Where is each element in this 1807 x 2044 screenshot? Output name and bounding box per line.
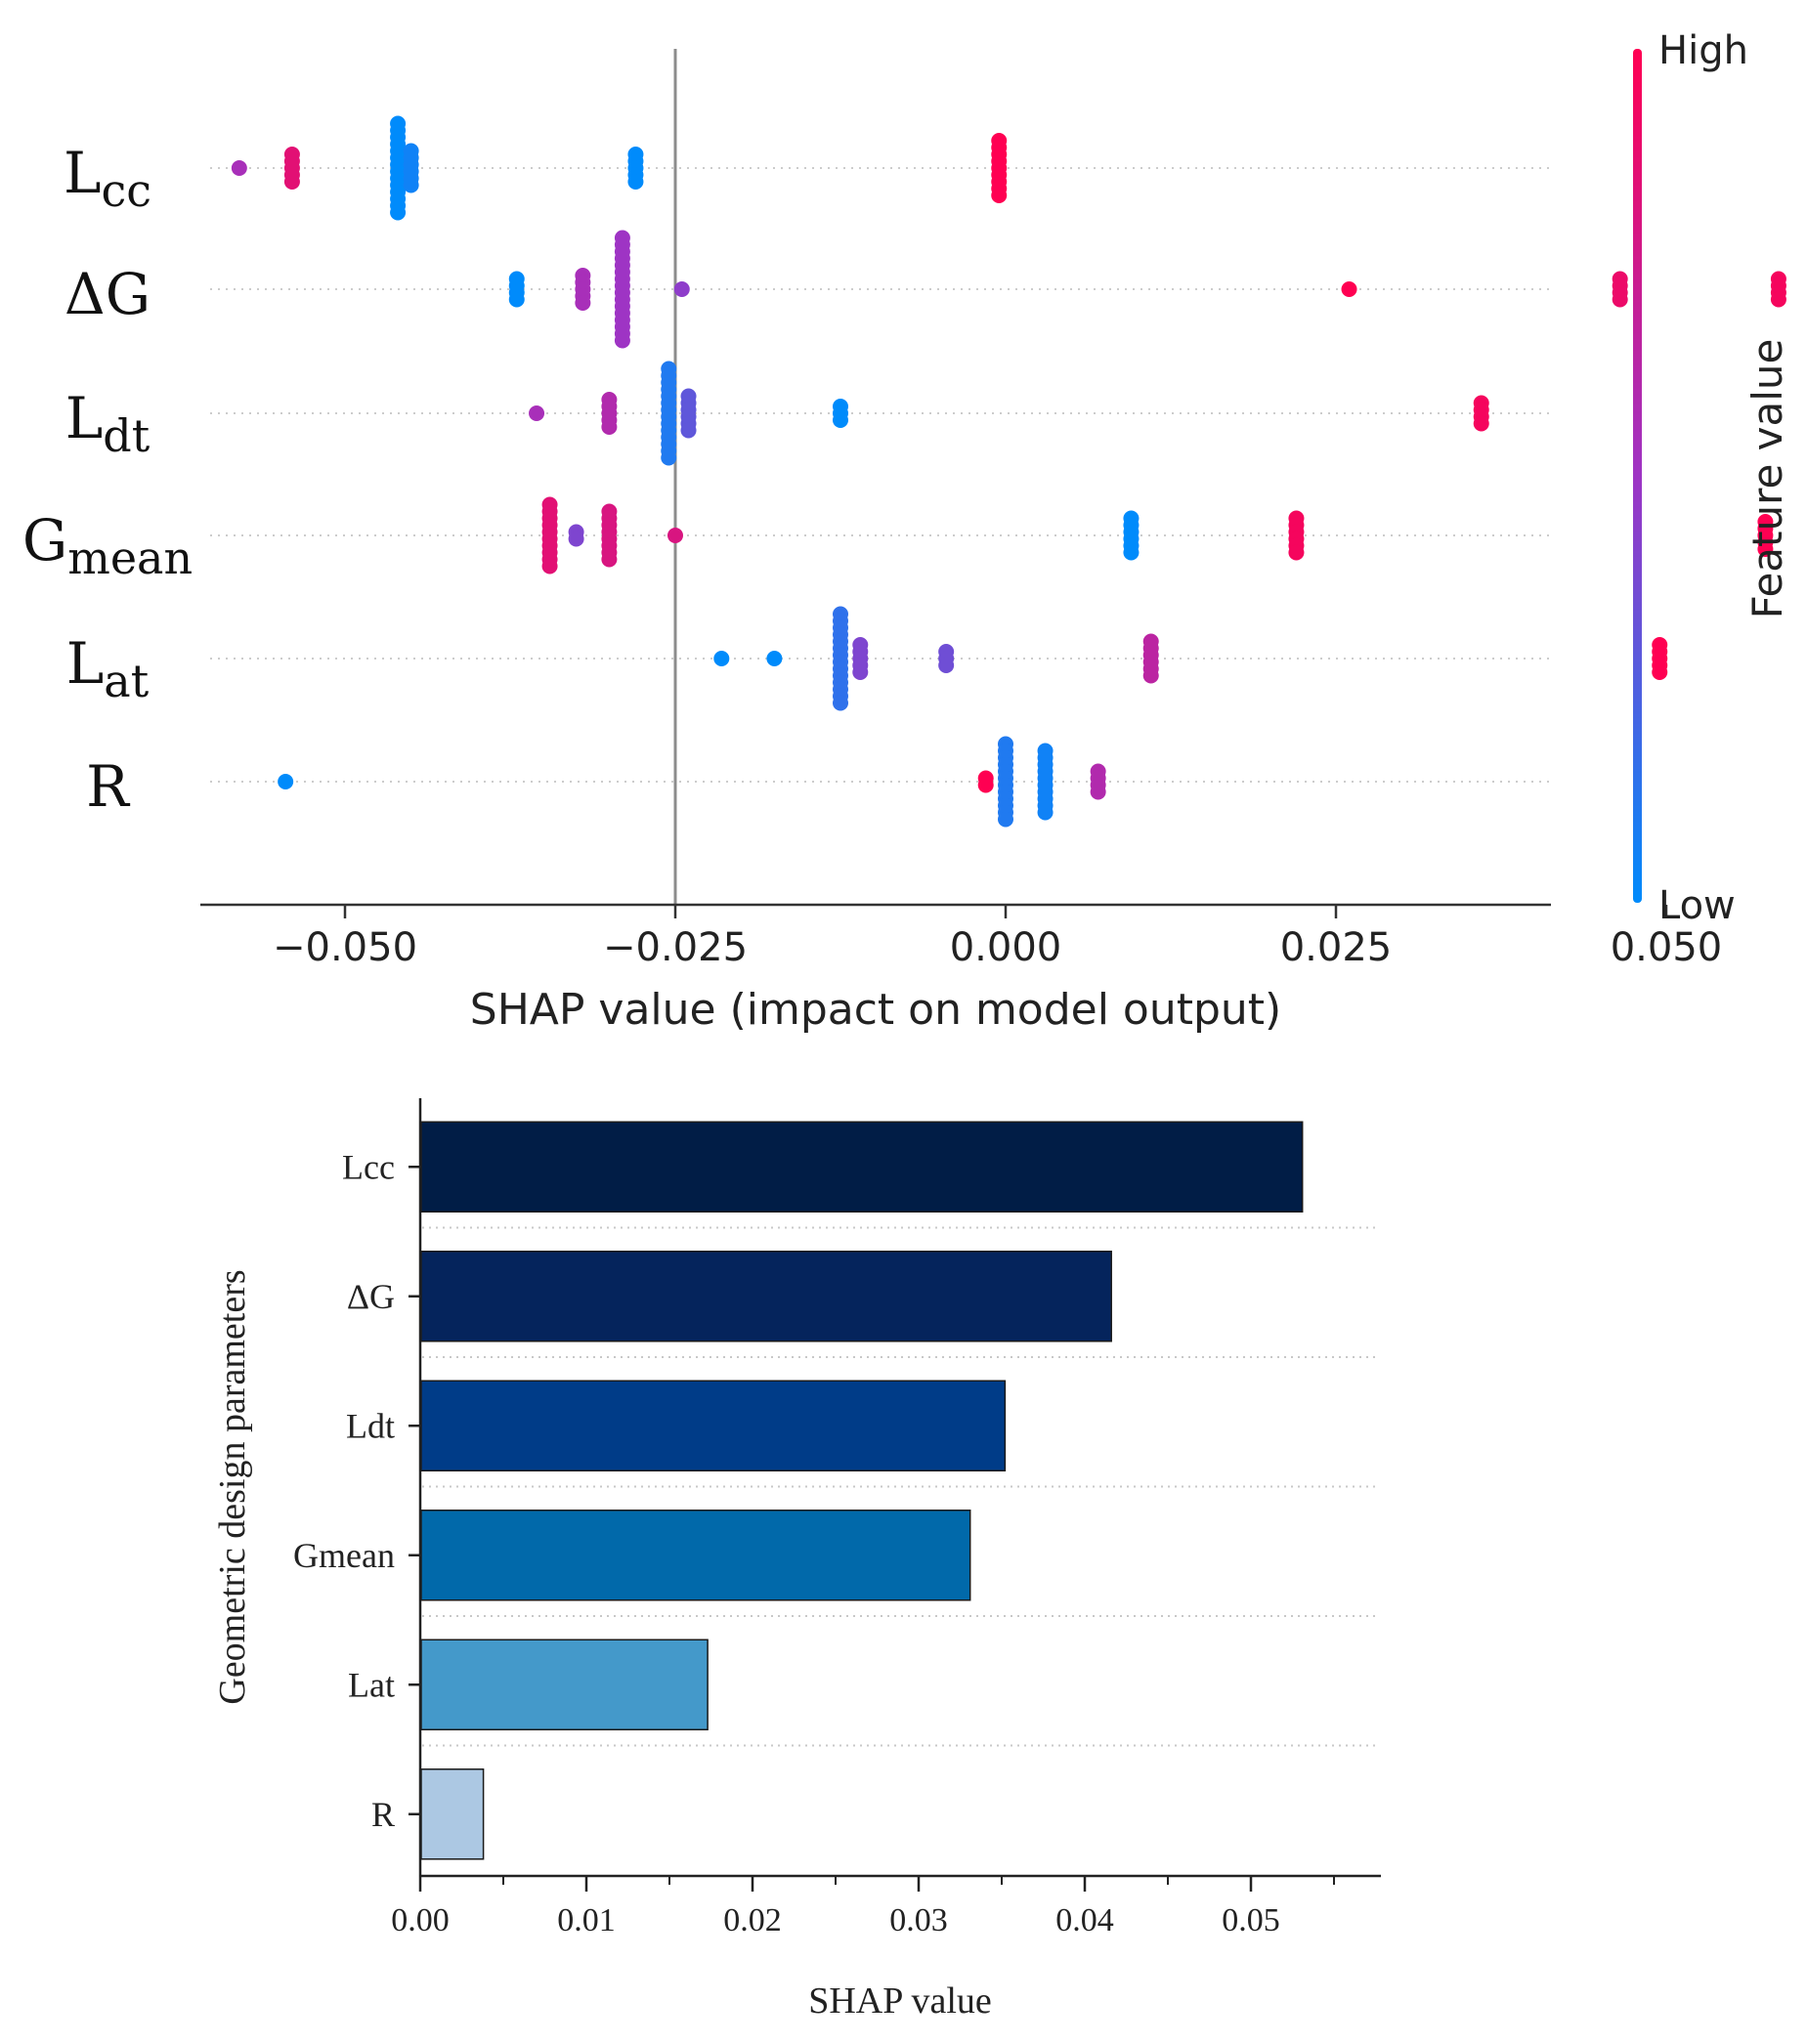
category-label: Gmean: [293, 1536, 395, 1575]
data-point: [852, 664, 869, 680]
colorbar-gradient: [1633, 49, 1642, 903]
x-tick-label: 0.050: [1611, 925, 1723, 970]
data-point: [1142, 667, 1159, 684]
data-point: [833, 412, 848, 428]
feature-label: Gmean: [22, 507, 193, 584]
data-point: [231, 160, 247, 176]
bar: [420, 1121, 1304, 1213]
bar: [420, 1251, 1112, 1342]
feature-label: Lcc: [64, 140, 151, 217]
x-tick-label: 0.01: [557, 1902, 616, 1938]
x-tick-label: 0.03: [889, 1902, 948, 1938]
data-point: [680, 422, 697, 439]
x-axis-title: SHAP value (impact on model output): [470, 985, 1281, 1035]
data-point: [541, 558, 558, 575]
data-point: [766, 651, 783, 666]
data-point: [601, 551, 618, 568]
colorbar-high-label: High: [1658, 28, 1748, 73]
feature-label-main: ΔG: [65, 261, 151, 327]
data-point: [508, 291, 525, 308]
data-point: [833, 695, 848, 711]
data-point: [938, 658, 955, 673]
feature-label: Ldt: [65, 385, 151, 462]
feature-label-main: L: [65, 385, 104, 451]
category-label: ΔG: [347, 1277, 395, 1316]
feature-label-main: R: [86, 753, 131, 820]
category-label: R: [371, 1795, 395, 1834]
feature-labels: Lcc ΔG Ldt Gmean Lat R: [22, 140, 193, 820]
feature-label-main: L: [66, 630, 105, 697]
data-point: [713, 651, 730, 666]
feature-label-main: G: [22, 507, 67, 574]
category-label: Lcc: [342, 1147, 395, 1186]
data-point: [667, 528, 683, 543]
x-axis-title: SHAP value: [808, 1980, 992, 2022]
x-tick-label: 0.000: [950, 925, 1062, 970]
data-point: [1288, 544, 1305, 561]
feature-label: Lat: [66, 630, 150, 707]
data-point: [661, 449, 677, 466]
y-axis-title: Geometric design parameters: [212, 1269, 253, 1704]
x-axis: −0.050−0.0250.0000.0250.0500.0750.1000.1…: [200, 903, 1723, 970]
data-point: [1090, 784, 1106, 800]
x-tick-label: 0.05: [1222, 1902, 1280, 1938]
data-point: [390, 204, 407, 221]
data-point: [1770, 291, 1786, 308]
data-point: [1473, 415, 1489, 432]
data-point: [1341, 281, 1357, 297]
colorbar-low-label: Low: [1658, 883, 1736, 928]
shap-beeswarm-chart: Lcc ΔG Ldt Gmean Lat R −0.050 −0.025 0.000 0.025…: [22, 28, 1791, 1035]
data-point: [673, 281, 690, 297]
data-point: [283, 174, 300, 190]
feature-label-subscript: dt: [103, 409, 150, 462]
x-tick-label: −0.025: [603, 925, 748, 970]
feature-label-subscript: mean: [67, 532, 193, 584]
data-point: [998, 811, 1013, 828]
feature-label-main: L: [64, 140, 102, 206]
data-point: [1037, 804, 1054, 821]
data-point: [1612, 291, 1628, 308]
category-label: Ldt: [346, 1406, 395, 1445]
data-point: [529, 405, 545, 421]
category-label: Lat: [348, 1665, 395, 1704]
feature-label: R: [86, 753, 131, 820]
x-tick-label: 0.00: [391, 1902, 450, 1938]
x-tick-label: 0.025: [1280, 925, 1393, 970]
data-points: [231, 115, 1786, 828]
data-point: [278, 774, 294, 789]
data-point: [1757, 541, 1774, 557]
bar: [420, 1639, 709, 1730]
bar: [420, 1380, 1007, 1471]
row-gridlines: [210, 167, 1549, 783]
feature-label: ΔG: [65, 261, 151, 327]
row-gridlines: [422, 1226, 1378, 1747]
data-point: [568, 531, 584, 547]
data-point: [614, 332, 630, 349]
data-point: [1652, 664, 1668, 680]
colorbar-title: Feature value: [1743, 339, 1791, 619]
data-point: [1123, 544, 1140, 561]
bar: [420, 1768, 485, 1860]
x-axis-ticks: −0.050−0.0250.0000.0250.0500.0750.1000.1…: [273, 905, 1723, 970]
data-point: [627, 174, 644, 190]
bars: [420, 1121, 1304, 1860]
data-point: [575, 295, 591, 311]
x-axis-ticks: 0.00 0.01 0.02 0.03 0.04 0.05: [391, 1876, 1335, 1938]
x-tick-label: 0.02: [723, 1902, 782, 1938]
x-tick-label: −0.050: [273, 925, 417, 970]
bar: [420, 1510, 971, 1601]
feature-label-subscript: at: [104, 655, 149, 707]
feature-label-subscript: cc: [101, 164, 151, 217]
data-point: [977, 777, 994, 793]
data-point: [601, 419, 618, 435]
data-point: [403, 177, 419, 193]
category-labels: Lcc ΔG Ldt Gmean Lat R: [293, 1147, 420, 1834]
x-tick-label: 0.04: [1055, 1902, 1114, 1938]
data-point: [991, 188, 1008, 203]
colorbar: High Low Feature value: [1633, 28, 1791, 928]
